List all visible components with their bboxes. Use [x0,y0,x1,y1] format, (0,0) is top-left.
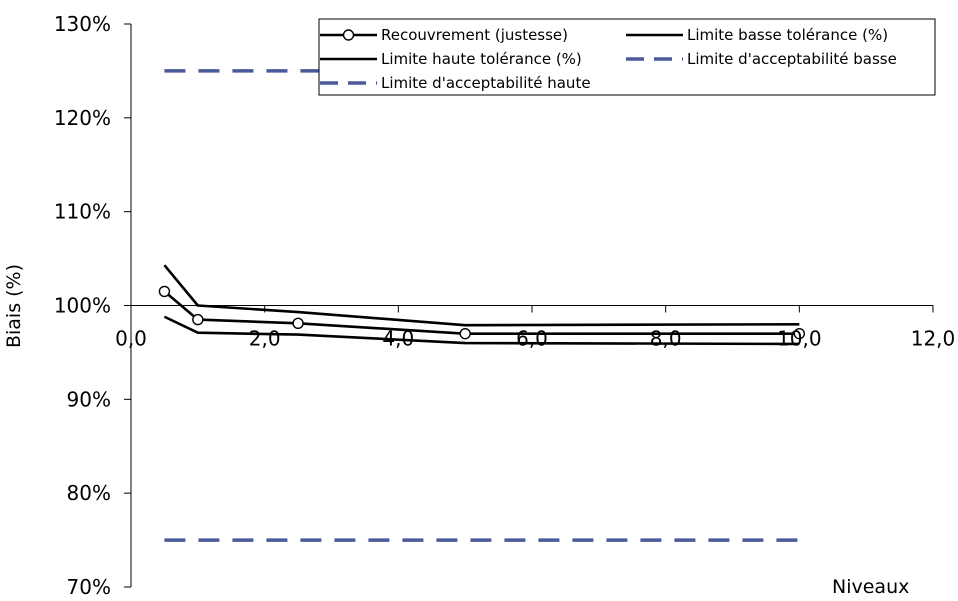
x-tick-label: 4,0 [382,327,414,351]
x-tick-label: 12,0 [911,327,956,351]
y-axis-title: Biais (%) [3,264,25,348]
legend: Recouvrement (justesse) Limite basse tolé… [318,18,936,96]
legend-label: Limite haute tolérance (%) [381,50,582,68]
y-tick-label: 100% [54,294,111,318]
legend-label: Recouvrement (justesse) [381,26,568,44]
y-tick-label: 120% [54,106,111,130]
y-tick-label: 90% [67,387,111,411]
series-line-3 [163,264,800,327]
x-tick-label: 2,0 [249,327,281,351]
legend-marker [342,29,355,41]
x-tick-label: 6,0 [516,327,548,351]
series-point [158,285,171,298]
series-line-2 [163,315,800,346]
y-tick-label: 80% [67,481,111,505]
x-tick-label: 10,0 [777,327,822,351]
x-tick-label: 8,0 [650,327,682,351]
y-tick-label: 110% [54,200,111,224]
axes: 70% 80% 90% 100% 110% 120% 130% 0,0 2,0 4,0 6,0 8,0… [54,12,955,599]
y-tick-label: 70% [67,575,111,599]
legend-label: Limite d'acceptabilité basse [687,50,897,68]
series-point [292,317,304,330]
series-point [459,327,471,340]
legend-label: Limite d'acceptabilité haute [381,74,591,92]
x-axis-title: Niveaux [832,576,909,598]
y-tick-label: 130% [54,12,111,36]
x-tick-label: 0,0 [115,327,147,351]
series-point [793,327,806,340]
legend-label: Limite basse tolérance (%) [687,26,888,44]
plot-series [158,69,806,542]
legend-box [318,18,936,96]
series-point [192,313,204,326]
